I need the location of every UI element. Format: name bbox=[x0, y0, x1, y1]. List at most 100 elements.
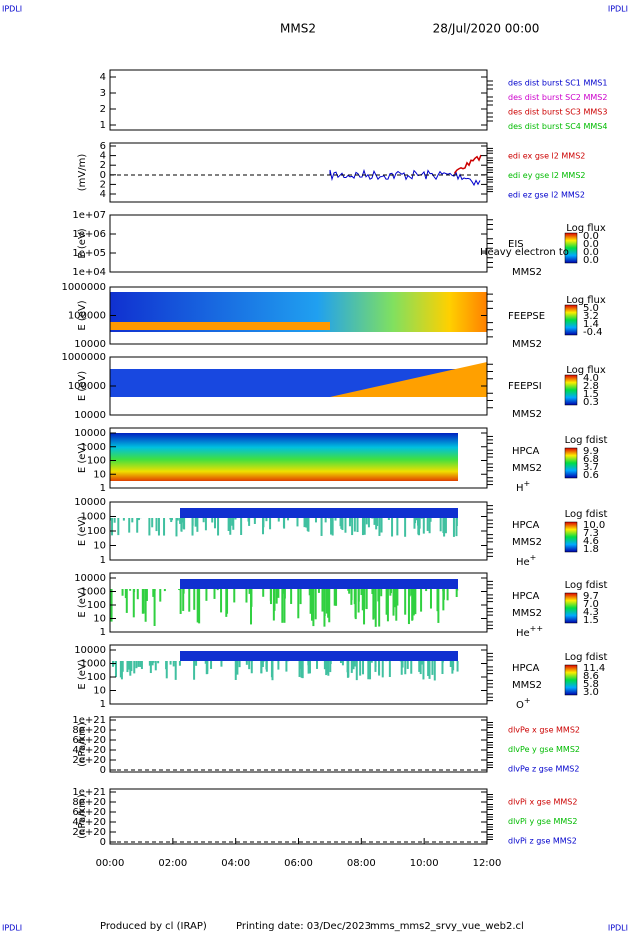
spectrogram-cell bbox=[236, 661, 239, 675]
spectrogram-cell bbox=[317, 589, 320, 593]
y-tick-label: 6e+20 bbox=[72, 735, 106, 746]
spectrogram-cell bbox=[367, 661, 370, 680]
y-tick-label: 1e+07 bbox=[72, 210, 106, 221]
footer-date: Printing date: 03/Dec/2023 bbox=[236, 921, 371, 932]
legend-entry: des dist burst SC3 MMS3 bbox=[508, 108, 607, 117]
spectrogram-cell bbox=[122, 518, 125, 521]
spectrogram-cell bbox=[275, 589, 278, 604]
panel-frame bbox=[109, 214, 488, 273]
spectrogram-cell bbox=[145, 589, 148, 602]
spectrogram-cell bbox=[377, 589, 380, 602]
note: Heavy electron to bbox=[480, 247, 569, 258]
spectrogram-cell bbox=[140, 661, 143, 670]
spectrogram-cell bbox=[305, 518, 308, 528]
spectrogram-cell bbox=[333, 589, 336, 606]
spectrogram-cell bbox=[433, 661, 436, 681]
y-tick-label: 10000 bbox=[74, 573, 106, 584]
spectrogram-cell bbox=[456, 589, 459, 591]
colorbar-tick: 4.6 bbox=[583, 536, 599, 547]
spectrogram-cell bbox=[323, 661, 326, 670]
spectrogram-cell bbox=[154, 661, 157, 671]
spectrogram-cell bbox=[191, 518, 194, 536]
spectrogram-cell bbox=[307, 661, 310, 674]
spectrogram-cell bbox=[148, 518, 151, 536]
spectrogram-cell bbox=[165, 661, 168, 679]
y-tick-label: 2e+20 bbox=[72, 755, 106, 766]
colorbar-tick: 9.9 bbox=[583, 446, 599, 457]
spectrogram-cell bbox=[125, 589, 128, 613]
spectrogram-cell bbox=[404, 661, 407, 675]
colorbar-tick: 3.2 bbox=[583, 311, 599, 322]
y-tick-label: 3 bbox=[100, 88, 106, 99]
spectrogram-cell bbox=[139, 661, 142, 667]
spectrogram-cell bbox=[456, 661, 459, 672]
spectrogram-cell bbox=[350, 589, 353, 601]
colorbar-title: Log fdist bbox=[565, 580, 608, 591]
x-tick-label: 10:00 bbox=[410, 858, 439, 869]
spectrogram-cell bbox=[361, 518, 364, 536]
spectrogram-cell bbox=[418, 661, 421, 672]
spectrogram-cell bbox=[415, 518, 418, 521]
legend-entry: des dist burst SC1 MMS1 bbox=[508, 79, 607, 88]
spectrogram-cell bbox=[442, 589, 445, 600]
spectrogram-cell bbox=[240, 518, 243, 535]
spectrogram-cell bbox=[110, 518, 113, 521]
x-tick-label: 04:00 bbox=[221, 858, 250, 869]
spectrogram-cell bbox=[444, 518, 447, 534]
y-tick-label: 1e+21 bbox=[72, 787, 106, 798]
x-tick-label: 12:00 bbox=[473, 858, 502, 869]
spectrogram-cell bbox=[327, 589, 330, 618]
spectrogram-cell bbox=[299, 589, 302, 605]
spectrogram-cell bbox=[404, 518, 407, 537]
spectrogram-cell bbox=[314, 518, 317, 523]
legend-entry: dlvPe y gse MMS2 bbox=[508, 745, 580, 754]
spectrogram-cell bbox=[391, 518, 394, 537]
colorbar bbox=[564, 664, 578, 696]
spectrogram-cell bbox=[297, 589, 300, 619]
y-tick-label: 4 bbox=[100, 151, 106, 162]
spectrogram-cell bbox=[131, 518, 134, 523]
panel-frame bbox=[109, 788, 488, 845]
panel-frame bbox=[109, 644, 488, 705]
spectrogram-cell bbox=[119, 661, 122, 678]
spectrogram-cell bbox=[176, 518, 179, 521]
spectrogram-cell bbox=[227, 518, 230, 531]
spectrogram-cell bbox=[348, 518, 351, 527]
spectrogram-cell bbox=[277, 589, 280, 598]
y-tick-label: 1000000 bbox=[61, 352, 106, 363]
spectrogram-cell bbox=[396, 589, 399, 606]
colorbar-tick: 0.0 bbox=[583, 231, 599, 242]
spectrogram-cell bbox=[341, 518, 344, 531]
y-tick-label: 0 bbox=[100, 765, 106, 776]
colorbar-tick: 11.4 bbox=[583, 663, 605, 674]
spectrogram-cell bbox=[269, 518, 272, 530]
colorbar bbox=[564, 232, 578, 264]
spectrogram-cell bbox=[420, 589, 423, 612]
spacecraft: MMS2 bbox=[512, 339, 542, 350]
spectrogram-cell bbox=[449, 661, 452, 668]
spectrogram-cell bbox=[414, 518, 417, 524]
legend-entry: des dist burst SC2 MMS2 bbox=[508, 93, 607, 102]
spectrogram-cell bbox=[396, 518, 399, 536]
x-tick-label: 08:00 bbox=[347, 858, 376, 869]
spectrogram-cell bbox=[193, 589, 196, 610]
spectrogram-cell bbox=[341, 661, 344, 666]
legend-entry: edi ex gse l2 MMS2 bbox=[508, 152, 585, 161]
spectrogram-cell bbox=[245, 589, 248, 603]
spectrogram-cell bbox=[307, 518, 310, 532]
instrument: HPCA bbox=[512, 591, 540, 602]
y-tick-label: 10 bbox=[93, 469, 106, 480]
spectrogram-cell bbox=[188, 589, 191, 612]
spectrogram-cell bbox=[253, 518, 256, 524]
colorbar-tick: 4.3 bbox=[583, 607, 599, 618]
spectrogram-cell bbox=[287, 518, 290, 521]
spectrogram-cell bbox=[309, 589, 312, 614]
spectrogram-cell bbox=[136, 518, 139, 533]
spectrogram-cell bbox=[159, 589, 162, 602]
spectrogram-cell bbox=[417, 518, 420, 535]
spectrogram-cell bbox=[329, 661, 332, 665]
spectrogram-cell bbox=[347, 589, 350, 591]
spectrogram-cell bbox=[290, 589, 293, 604]
spectrogram-cell bbox=[124, 589, 127, 599]
spectrogram-cell bbox=[144, 589, 147, 622]
